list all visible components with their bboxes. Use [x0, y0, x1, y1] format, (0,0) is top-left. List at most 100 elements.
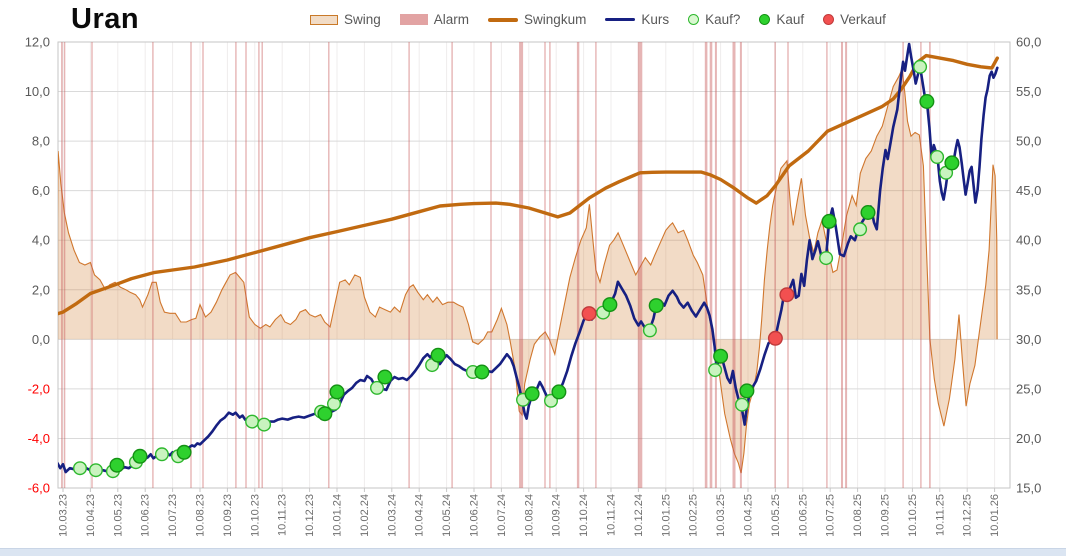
left-axis-tick-label: 10,0 [25, 84, 50, 99]
alarm-band [902, 42, 904, 488]
legend-item-alarm[interactable]: Alarm [399, 12, 469, 27]
buy-marker [944, 155, 960, 171]
alarm-band [714, 42, 717, 488]
alarm-band [709, 42, 713, 488]
legend-label: Swingkum [524, 12, 587, 27]
gridlines [57, 41, 1011, 492]
buy-marker [377, 369, 393, 385]
swing-boundary-line [58, 67, 998, 474]
x-axis-tick-label: 10.06.25 [797, 494, 809, 537]
left-axis-tick-label: 6,0 [32, 183, 50, 198]
buy-question-marker [245, 414, 260, 429]
buy-marker [648, 298, 664, 314]
swing-swatch [310, 14, 338, 25]
right-axis-tick-label: 40,0 [1016, 233, 1041, 248]
right-axis-tick-label: 60,0 [1016, 35, 1041, 50]
alarm-band [235, 42, 237, 488]
verkauf-dot-icon [823, 14, 835, 25]
alarm-band [774, 42, 776, 488]
alarm-band [451, 42, 453, 488]
x-axis-tick-label: 10.03.25 [715, 494, 727, 537]
legend-label: Kauf? [705, 12, 741, 27]
x-axis-tick-label: 10.08.23 [195, 494, 207, 537]
left-axis-tick-label: -6,0 [28, 481, 50, 496]
alarm-bands [61, 42, 931, 488]
alarm-band [637, 42, 643, 488]
alarm-band [61, 42, 63, 488]
buy-question-marker [88, 463, 103, 478]
x-axis-tick-label: 10.10.23 [249, 494, 261, 537]
sell-marker [767, 330, 783, 346]
alarm-band [920, 42, 922, 488]
x-axis-tick-label: 10.05.23 [112, 494, 124, 537]
legend-label: Kurs [641, 12, 670, 27]
x-axis-tick-label: 10.09.25 [880, 494, 892, 537]
x-axis-tick-label: 10.05.24 [441, 494, 453, 537]
alarm-band [704, 42, 708, 488]
left-axis-tick-label: -2,0 [28, 381, 50, 396]
buy-question-marker [708, 363, 723, 378]
legend-item-swing[interactable]: Swing [310, 12, 381, 27]
alarm-band [91, 42, 93, 488]
x-axis-tick-label: 10.08.25 [852, 494, 864, 537]
x-axis-tick-label: 10.07.24 [496, 494, 508, 537]
legend-item-kauf[interactable]: Kauf [759, 12, 804, 27]
x-axis-tick-label: 10.01.25 [660, 494, 672, 537]
buy-question-marker [642, 323, 657, 338]
legend-label: Kauf [776, 12, 805, 27]
chart-title[interactable]: Uran [71, 3, 140, 35]
x-axis-labels: 10.03.23 10.04.23 10.05.23 10.06.23 10.07.23… [58, 494, 1002, 537]
alarm-swatch [399, 14, 428, 25]
alarm-band [490, 42, 492, 488]
right-axis-tick-label: 35,0 [1016, 282, 1041, 297]
left-axis-tick-label: -4,0 [28, 431, 50, 446]
buy-marker [329, 384, 345, 400]
legend-item-swingkum[interactable]: Swingkum [488, 12, 586, 27]
buy-marker [317, 406, 333, 422]
sell-marker [581, 306, 597, 322]
alarm-band [245, 42, 247, 488]
legend-item-kurs[interactable]: Kurs [605, 12, 669, 27]
right-axis-labels: 60,0 55,0 50,0 45,0 40,0 35,0 30,0 25,0 20,0 15,0 [1016, 35, 1041, 496]
alarm-band [63, 42, 66, 488]
x-axis-tick-label: 10.02.24 [359, 494, 371, 537]
kauf-dot-icon [759, 14, 771, 25]
x-axis-tick-label: 10.11.25 [934, 494, 946, 536]
x-axis-tick-label: 10.04.24 [414, 494, 426, 537]
alarm-band [190, 42, 192, 488]
buy-marker [176, 444, 192, 460]
left-axis-tick-label: 4,0 [32, 233, 50, 248]
x-axis-tick-label: 10.01.26 [989, 494, 1001, 537]
legend-item-kauf[interactable]: Kauf? [688, 12, 740, 27]
buy-question-markers [72, 59, 954, 479]
x-axis-tick-label: 10.01.24 [332, 494, 344, 537]
alarm-band [739, 42, 742, 488]
x-axis-tick-label: 10.06.23 [140, 494, 152, 537]
alarm-band [929, 42, 931, 488]
alarm-band [261, 42, 263, 488]
right-axis-tick-label: 55,0 [1016, 84, 1041, 99]
kurs-line-swatch [605, 17, 636, 22]
buy-question-marker [154, 447, 169, 462]
buy-question-marker [72, 461, 87, 476]
x-axis-tick-label: 10.05.25 [770, 494, 782, 537]
left-axis-tick-label: 0,0 [32, 332, 50, 347]
alarm-band [519, 42, 524, 488]
alarm-band [258, 42, 260, 488]
chart-legend: Swing Alarm Swingkum Kurs Kauf? Kauf Verkauf [310, 12, 886, 27]
left-axis-tick-label: 12,0 [25, 35, 50, 50]
x-axis-tick-label: 10.11.23 [277, 494, 289, 536]
buy-marker [821, 213, 837, 229]
alarm-band [328, 42, 330, 488]
alarm-band [841, 42, 843, 488]
buy-question-marker [257, 417, 272, 432]
buy-marker [524, 386, 540, 402]
buy-marker [474, 364, 490, 380]
legend-label: Swing [344, 12, 381, 27]
swingkum-line-swatch [488, 17, 519, 22]
alarm-band [595, 42, 597, 488]
legend-item-verkauf[interactable]: Verkauf [823, 12, 886, 27]
right-axis-tick-label: 25,0 [1016, 381, 1041, 396]
